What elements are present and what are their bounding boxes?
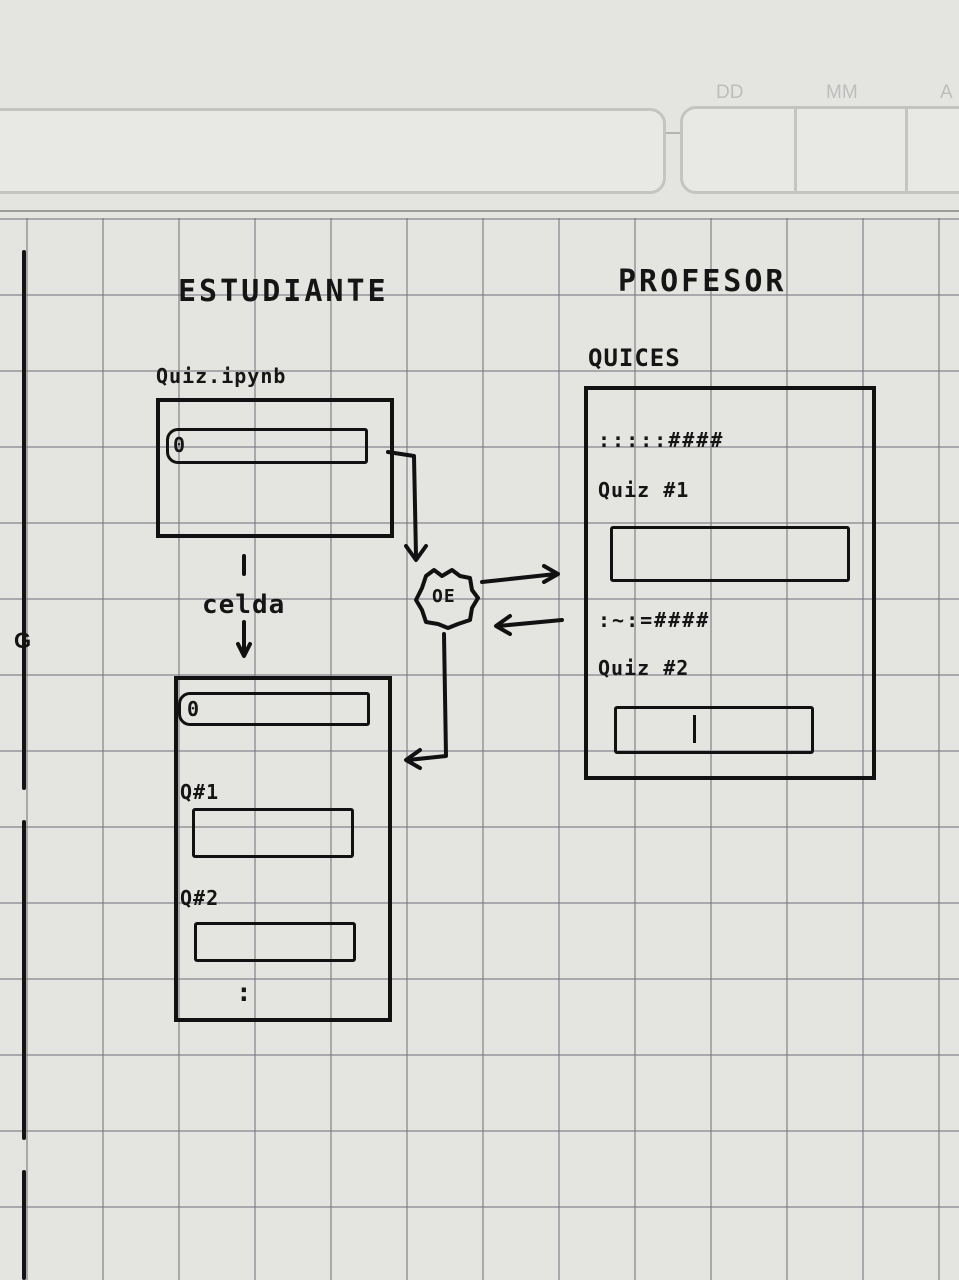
notebook-input-field[interactable]: 0 [166,428,368,464]
arrowhead-engine-to-profesor [542,564,560,584]
arrow-engine-to-cells [406,632,448,762]
gear-icon: OE [412,566,482,630]
notebook-filename-label: Quiz.ipynb [156,364,287,388]
quizzes-panel: :::::#### Quiz #1 :~:=#### Quiz #2 [584,386,876,780]
date-label-mm: MM [826,82,858,103]
arrowhead-profesor-to-engine [494,614,512,636]
cell-q2-label: Q#2 [180,886,220,910]
cell-field-value: 0 [187,697,201,721]
date-divider-1 [794,108,797,192]
quiz2-text-cursor [693,715,696,743]
margin-line-lower [22,820,26,1140]
quiz1-field[interactable] [610,526,850,582]
cell-label: celda [202,590,286,620]
cell-q1-answer-field[interactable] [192,808,354,858]
date-label-dd: DD [716,82,744,103]
arrow-engine-to-profesor [480,572,558,584]
header-rule-bottom [0,210,959,212]
cell-q2-answer-field[interactable] [194,922,356,962]
date-divider-2 [905,108,908,192]
arrow-notebook-to-engine [386,450,418,558]
quiz2-field[interactable] [614,706,814,754]
date-label-a: A [940,82,953,103]
header-name-box [0,108,666,194]
cell-input-field[interactable]: 0 [178,692,370,726]
margin-mark-g: G [14,628,32,653]
notebook-panel: 0 [156,398,394,538]
margin-line-bottom [22,1170,26,1280]
engine-text: OE [432,586,456,607]
quiz1-hash: :::::#### [598,428,725,452]
cells-panel: 0 Q#1 Q#2 : [174,676,392,1022]
estudiante-title: ESTUDIANTE [178,274,389,309]
margin-line-upper [22,250,26,790]
notebook-field-value: 0 [173,433,187,457]
cell-q1-label: Q#1 [180,780,220,804]
arrowhead-notebook-to-engine [404,544,428,562]
quizzes-section-label: QUICES [588,344,681,372]
header-date-box [680,106,959,194]
arrow-profesor-to-engine [496,618,564,628]
quiz2-hash: :~:=#### [598,608,711,632]
quiz2-label: Quiz #2 [598,656,690,680]
arrowhead-cell-to-panel [236,642,252,658]
profesor-title: PROFESOR [618,264,787,299]
quiz1-label: Quiz #1 [598,478,690,502]
cells-continuation-mark: : [236,978,253,1008]
grid-lines [0,218,959,1280]
gear-icon-drawing [414,568,480,630]
arrowhead-engine-to-cells [404,748,422,770]
